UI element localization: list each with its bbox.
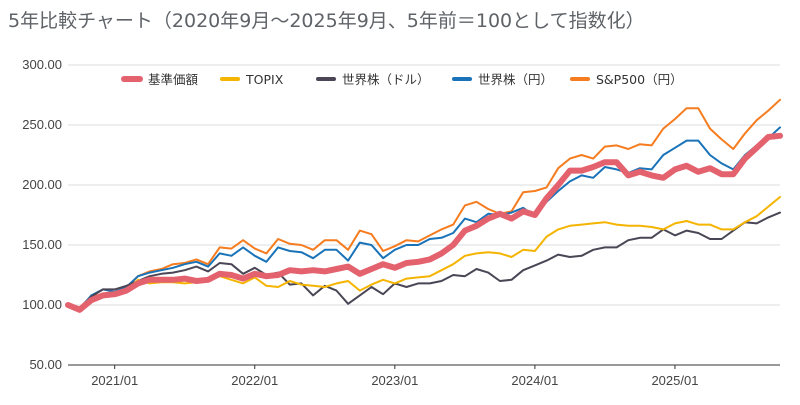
legend-label-4: 世界株（円） <box>478 72 553 87</box>
series-line-3 <box>67 211 781 311</box>
legend-label-3: 世界株（ドル） <box>342 72 430 87</box>
x-tick-label: 2022/01 <box>231 373 278 388</box>
chart-title: 5年比較チャート（2020年9月～2025年9月、5年前＝100として指数化） <box>8 10 645 32</box>
series-line-4 <box>67 126 781 310</box>
x-tick-label: 2025/01 <box>651 373 698 388</box>
legend-label-5: S&P500（円） <box>596 72 683 87</box>
legend-label-2: TOPIX <box>245 72 284 87</box>
y-tick-label: 50.00 <box>29 357 62 372</box>
series-line-5 <box>67 98 781 309</box>
y-tick-label: 300.00 <box>22 57 62 72</box>
series-line-1 <box>65 132 783 313</box>
legend-label-1: 基準価額 <box>148 72 199 87</box>
x-tick-label: 2021/01 <box>91 373 138 388</box>
x-tick-label: 2024/01 <box>511 373 558 388</box>
y-tick-label: 200.00 <box>22 177 62 192</box>
x-tick-label: 2023/01 <box>371 373 418 388</box>
series-line-2 <box>67 196 781 311</box>
y-tick-label: 250.00 <box>22 117 62 132</box>
y-tick-label: 150.00 <box>22 237 62 252</box>
y-tick-label: 100.00 <box>22 297 62 312</box>
